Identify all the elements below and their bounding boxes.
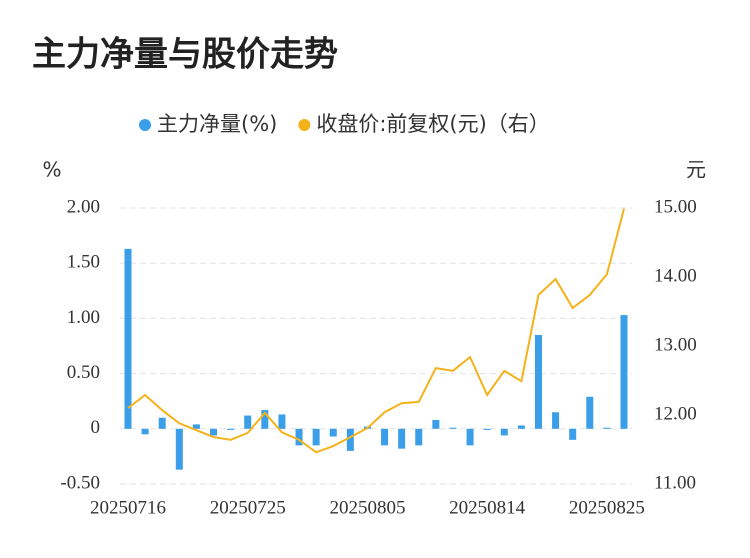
x-tick-label: 20250825 bbox=[569, 497, 645, 518]
bar bbox=[398, 428, 406, 449]
bar bbox=[192, 424, 200, 429]
bar bbox=[346, 428, 354, 451]
bar bbox=[227, 428, 235, 430]
x-tick-label: 20250814 bbox=[449, 497, 526, 518]
y-tick-label: 1.00 bbox=[67, 307, 100, 328]
bar bbox=[552, 412, 560, 429]
x-tick-label: 20250805 bbox=[329, 497, 405, 518]
bar bbox=[312, 428, 320, 446]
y2-tick-label: 14.00 bbox=[654, 265, 697, 286]
bar bbox=[329, 428, 337, 437]
x-tick-label: 20250716 bbox=[90, 497, 166, 518]
y-tick-label: 2.00 bbox=[67, 196, 100, 217]
y-unit: % bbox=[42, 158, 61, 182]
bar bbox=[261, 410, 269, 429]
legend-label: 收盘价:前复权(元)（右） bbox=[316, 112, 549, 136]
bar bbox=[483, 428, 491, 430]
bar bbox=[620, 315, 628, 429]
bar bbox=[534, 334, 542, 429]
y-tick-label: 1.50 bbox=[67, 252, 100, 273]
bar bbox=[517, 425, 525, 429]
bar bbox=[124, 248, 132, 429]
bar bbox=[432, 419, 440, 429]
bar bbox=[415, 428, 423, 446]
legend-swatch bbox=[139, 119, 151, 131]
bar bbox=[295, 428, 303, 446]
bar bbox=[500, 428, 508, 436]
bar bbox=[141, 428, 149, 435]
bar bbox=[244, 415, 252, 429]
y-tick-label: -0.50 bbox=[60, 472, 100, 493]
bar bbox=[210, 428, 218, 436]
y-tick-label: 0.50 bbox=[67, 362, 100, 383]
bar bbox=[603, 427, 611, 429]
y2-tick-label: 15.00 bbox=[654, 196, 697, 217]
bar bbox=[158, 417, 166, 429]
bar bbox=[278, 414, 286, 429]
x-tick-label: 20250725 bbox=[210, 497, 286, 518]
bar bbox=[381, 428, 389, 446]
y2-tick-label: 11.00 bbox=[654, 472, 696, 493]
chart-title: 主力净量与股价走势 bbox=[32, 35, 338, 75]
y2-tick-label: 12.00 bbox=[654, 403, 697, 424]
bar bbox=[586, 396, 594, 429]
bar bbox=[449, 427, 457, 429]
price-line bbox=[127, 208, 625, 454]
bar bbox=[569, 428, 577, 440]
bar bbox=[175, 428, 183, 470]
bar bbox=[466, 428, 474, 446]
legend-swatch bbox=[298, 119, 311, 131]
legend-label: 主力净量(%) bbox=[157, 112, 277, 136]
y2-tick-label: 13.00 bbox=[654, 334, 697, 355]
y-tick-label: 0 bbox=[91, 417, 101, 438]
y2-unit: 元 bbox=[686, 158, 706, 182]
